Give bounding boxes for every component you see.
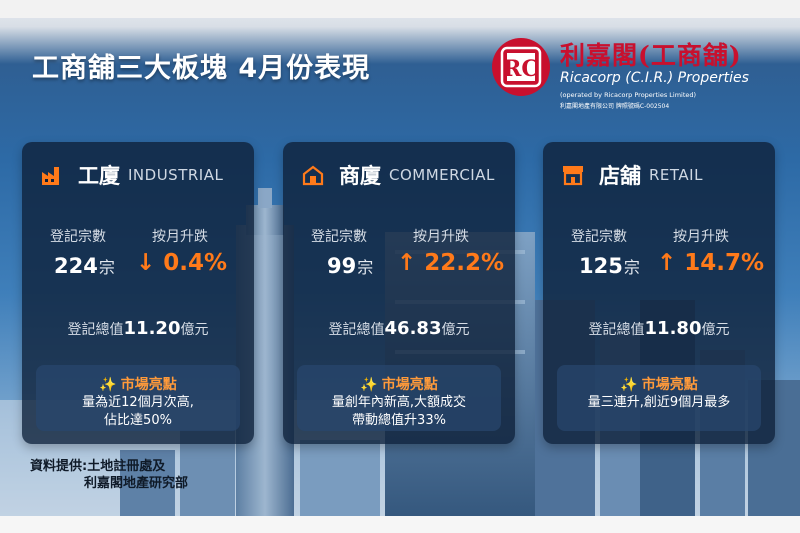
bottom-band	[0, 516, 800, 533]
count-label: 登記宗數	[571, 229, 627, 245]
monthly-change: ↓ 0.4%	[136, 250, 227, 276]
card-header: 店舖 RETAIL	[561, 160, 703, 190]
storefront-icon	[563, 166, 583, 186]
highlight-label: 市場亮點	[381, 377, 438, 393]
count-label: 登記宗數	[50, 229, 106, 245]
total-label: 登記總值	[67, 322, 124, 338]
total-label: 登記總值	[328, 322, 385, 338]
count-value: 99	[327, 254, 357, 278]
change-value: 22.2%	[424, 250, 505, 276]
sector-name-en: COMMERCIAL	[389, 166, 495, 184]
highlight-title: ✨ 市場亮點	[297, 374, 501, 394]
sector-name-cn: 店舖	[599, 164, 641, 188]
svg-text:RC: RC	[503, 56, 539, 82]
ricacorp-logo: RC 利嘉閣(工商舖) Ricacorp (C.I.R.) Properties…	[486, 34, 786, 124]
sparkle-icon: ✨	[360, 377, 378, 393]
highlight-line: 量為近12個月次高,	[82, 395, 194, 410]
down-arrow-icon: ↓	[136, 250, 156, 276]
highlight-title: ✨ 市場亮點	[557, 374, 761, 394]
sector-name-cn: 工廈	[78, 164, 120, 188]
page-title: 工商舖三大板塊 4月份表現	[32, 53, 371, 84]
change-label: 按月升跌	[413, 229, 469, 245]
card-header: 商廈 COMMERCIAL	[301, 160, 495, 190]
top-band	[0, 0, 800, 18]
data-source: 資料提供:土地註冊處及 利嘉閣地產研究部	[30, 458, 188, 492]
office-building-icon	[302, 165, 324, 186]
source-line-2: 利嘉閣地產研究部	[84, 476, 189, 491]
registration-total: 登記總值11.20億元	[22, 318, 254, 339]
highlight-line: 量三連升,創近9個月最多	[587, 395, 731, 410]
monthly-change: ↑ 22.2%	[397, 250, 504, 276]
up-arrow-icon: ↑	[657, 250, 677, 276]
registration-count: 125宗	[579, 254, 640, 278]
total-value: 46.83	[384, 318, 442, 339]
logo-name-en: Ricacorp (C.I.R.) Properties	[560, 70, 749, 86]
registration-count: 99宗	[327, 254, 373, 278]
highlight-text: 量創年內新高,大額成交 帶動總值升33%	[297, 394, 501, 430]
highlight-text: 量為近12個月次高, 佔比達50%	[36, 394, 240, 430]
highlight-line: 佔比達50%	[104, 413, 172, 428]
count-unit: 宗	[357, 258, 374, 277]
card-header: 工廈 INDUSTRIAL	[40, 160, 223, 190]
highlight-line: 帶動總值升33%	[352, 413, 446, 428]
total-unit: 億元	[180, 322, 209, 338]
change-label: 按月升跌	[152, 229, 208, 245]
total-unit: 億元	[441, 322, 470, 338]
count-unit: 宗	[623, 258, 640, 277]
logo-name-cn: 利嘉閣(工商舖)	[560, 41, 742, 70]
up-arrow-icon: ↑	[397, 250, 417, 276]
total-value: 11.80	[644, 318, 702, 339]
highlight-line: 量創年內新高,大額成交	[331, 395, 467, 410]
highlight-label: 市場亮點	[641, 377, 698, 393]
change-value: 14.7%	[684, 250, 765, 276]
sector-name-en: RETAIL	[649, 166, 703, 184]
industrial-card: 工廈 INDUSTRIAL 登記宗數 按月升跌 224宗 ↓ 0.4% 登記總值1…	[22, 142, 254, 444]
factory-icon	[42, 167, 59, 185]
sector-name-en: INDUSTRIAL	[128, 166, 224, 184]
logo-operated-by: (operated by Ricacorp Properties Limited…	[560, 91, 697, 99]
market-highlight: ✨ 市場亮點 量創年內新高,大額成交 帶動總值升33%	[297, 365, 501, 431]
market-highlight: ✨ 市場亮點 量為近12個月次高, 佔比達50%	[36, 365, 240, 431]
commercial-card: 商廈 COMMERCIAL 登記宗數 按月升跌 99宗 ↑ 22.2% 登記總值4…	[283, 142, 515, 444]
logo-license: 利嘉閣地產有限公司 牌照號碼C-002504	[560, 103, 670, 110]
count-label: 登記宗數	[311, 229, 367, 245]
sparkle-icon: ✨	[99, 377, 117, 393]
count-value: 125	[579, 254, 623, 278]
change-value: 0.4%	[163, 250, 228, 276]
total-label: 登記總值	[588, 322, 645, 338]
registration-total: 登記總值11.80億元	[543, 318, 775, 339]
highlight-title: ✨ 市場亮點	[36, 374, 240, 394]
market-highlight: ✨ 市場亮點 量三連升,創近9個月最多	[557, 365, 761, 431]
rc-logo-icon: RC	[492, 38, 550, 96]
sector-name-cn: 商廈	[339, 164, 381, 188]
source-line-1: 資料提供:土地註冊處及	[30, 459, 166, 474]
highlight-text: 量三連升,創近9個月最多	[557, 394, 761, 412]
registration-count: 224宗	[54, 254, 115, 278]
retail-card: 店舖 RETAIL 登記宗數 按月升跌 125宗 ↑ 14.7% 登記總值11.8…	[543, 142, 775, 444]
monthly-change: ↑ 14.7%	[657, 250, 764, 276]
registration-total: 登記總值46.83億元	[283, 318, 515, 339]
sparkle-icon: ✨	[620, 377, 638, 393]
change-label: 按月升跌	[673, 229, 729, 245]
count-value: 224	[54, 254, 98, 278]
total-unit: 億元	[701, 322, 730, 338]
count-unit: 宗	[98, 258, 115, 277]
total-value: 11.20	[123, 318, 181, 339]
highlight-label: 市場亮點	[120, 377, 177, 393]
